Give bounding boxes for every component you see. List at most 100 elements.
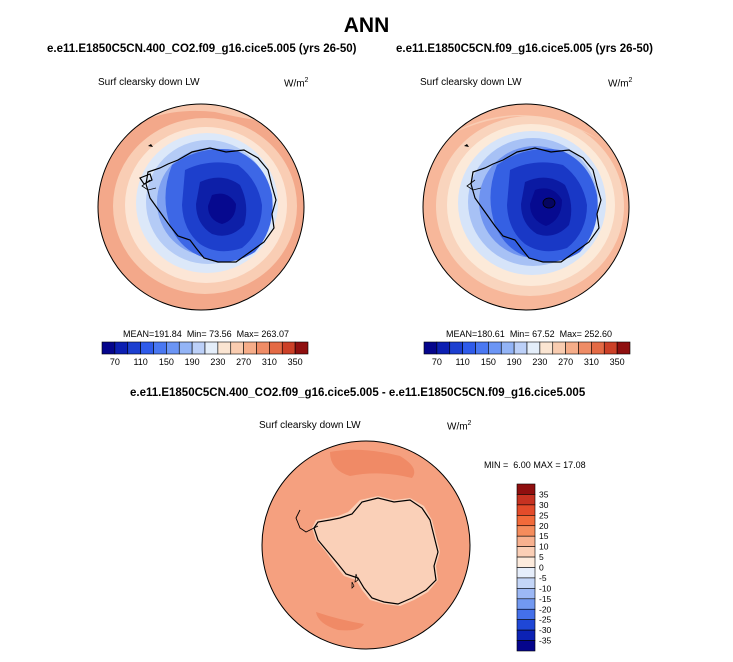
panel-3-colorbar-tick-label: 35 xyxy=(539,489,549,499)
panel-2-colorbar: 70 110 150 190 230 270 310 350 xyxy=(423,341,631,367)
panel-3-units: W/m2 xyxy=(447,420,472,433)
panel-2-map xyxy=(423,104,629,310)
panel-1-colorbar: 70 110 150 190 230 270 310 350 xyxy=(101,341,309,367)
panel-2-stats: MEAN=180.61 Min= 67.52 Max= 252.60 xyxy=(446,329,612,339)
panel-2-map-border xyxy=(422,103,630,311)
panel-1-colorbar-tick-label: 190 xyxy=(185,357,200,367)
panel-3-colorbar-swatch xyxy=(516,546,536,558)
panel-3-colorbar-tick-label: -15 xyxy=(539,594,552,604)
panel-3-field-patch xyxy=(330,449,415,478)
panel-1-map xyxy=(98,104,304,310)
panel-1-colorbar-tick-label: 70 xyxy=(110,357,120,367)
panel-1-colorbar-swatch xyxy=(114,341,129,355)
panel-2-colorbar-swatch xyxy=(591,341,605,355)
panel-1-colorbar-swatch xyxy=(243,341,257,355)
panel-1-colorbar-swatch xyxy=(256,341,270,355)
panel-2-colorbar-swatch xyxy=(423,341,438,355)
panel-3-variable: Surf clearsky down LW xyxy=(259,420,361,431)
panel-1-colorbar-swatch xyxy=(191,341,206,355)
panel-2-colorbar-swatch xyxy=(603,341,618,355)
panel-3-colorbar-swatch xyxy=(516,567,536,579)
panel-3-colorbar-swatch xyxy=(516,640,536,652)
panel-3-title: e.e11.E1850C5CN.400_CO2.f09_g16.cice5.00… xyxy=(130,387,586,399)
panel-2-colorbar-tick-label: 150 xyxy=(481,357,496,367)
panel-3-colorbar-tick-label: 25 xyxy=(539,510,549,520)
panel-1-field-band xyxy=(208,193,236,224)
panel-1-colorbar-swatch xyxy=(294,341,309,355)
panel-1-colorbar-swatch xyxy=(204,341,219,355)
panel-2-colorbar-tick-label: 270 xyxy=(558,357,573,367)
panel-3-colorbar-swatch xyxy=(516,535,536,547)
panel-3-colorbar-tick-label: -10 xyxy=(539,583,552,593)
panel-2-colorbar-swatch xyxy=(552,341,566,355)
panel-3-field-band xyxy=(312,496,440,606)
panel-3-colorbar-tick-label: -25 xyxy=(539,615,552,625)
panel-2-colorbar-tick-label: 350 xyxy=(610,357,625,367)
panel-2-colorbar-swatch xyxy=(475,341,489,355)
panel-2-colorbar-tick-label: 310 xyxy=(584,357,599,367)
page-title: ANN xyxy=(343,14,390,37)
panel-3-colorbar-tick-label: -30 xyxy=(539,625,552,635)
panel-1-colorbar-tick-label: 150 xyxy=(159,357,174,367)
panel-3-colorbar-tick-label: -35 xyxy=(539,636,552,646)
panel-1-variable: Surf clearsky down LW xyxy=(98,77,200,88)
panel-3-colorbar-tick-label: 30 xyxy=(539,500,549,510)
panel-2-colorbar-tick-label: 70 xyxy=(432,357,442,367)
panel-3-colorbar-tick-label: -20 xyxy=(539,604,552,614)
panel-3-stats: MIN = 6.00 MAX = 17.08 xyxy=(484,460,586,470)
panel-2-colorbar-tick-label: 230 xyxy=(532,357,547,367)
panel-3-colorbar-swatch xyxy=(516,608,536,620)
panel-2-colorbar-swatch xyxy=(578,341,592,355)
panel-3-colorbar-swatch xyxy=(516,629,536,641)
panel-2-colorbar-swatch xyxy=(449,341,463,355)
panel-3-colorbar-tick-label: 15 xyxy=(539,531,549,541)
panel-2-colorbar-swatch xyxy=(488,341,502,355)
panel-2-colorbar-swatch xyxy=(539,341,554,355)
panel-3-field-patch xyxy=(316,612,364,631)
panel-2-colorbar-swatch xyxy=(526,341,541,355)
panel-2-field-minimum xyxy=(542,197,556,209)
panel-1-colorbar-swatch xyxy=(281,341,296,355)
panel-1-colorbar-swatch xyxy=(230,341,244,355)
panel-1-colorbar-swatch xyxy=(101,341,116,355)
panel-3-colorbar-swatch xyxy=(516,598,536,610)
panel-1-peninsula-coastline xyxy=(141,179,157,191)
panel-1-colorbar-tick-label: 230 xyxy=(210,357,225,367)
panel-3-colorbar-swatch xyxy=(516,556,536,568)
panel-3-colorbar-tick-label: 0 xyxy=(539,563,544,573)
panel-2-island xyxy=(464,144,469,147)
panel-2-variable: Surf clearsky down LW xyxy=(420,77,522,88)
panel-1-colorbar-swatch xyxy=(269,341,283,355)
panel-3-colorbar-swatch xyxy=(516,619,536,631)
panel-2-colorbar-tick-label: 190 xyxy=(507,357,522,367)
panel-3-colorbar-swatch xyxy=(516,577,536,589)
panel-3-colorbar-swatch xyxy=(516,515,536,527)
panel-1-colorbar-swatch xyxy=(140,341,154,355)
panel-1-colorbar-swatch xyxy=(166,341,180,355)
panel-1-colorbar-tick-label: 310 xyxy=(262,357,277,367)
panel-1-colorbar-swatch xyxy=(153,341,167,355)
panel-1-units: W/m2 xyxy=(284,77,309,90)
panel-3-antarctica-coastline xyxy=(313,497,439,605)
panel-2-colorbar-swatch xyxy=(513,341,528,355)
panel-1-title: e.e11.E1850C5CN.400_CO2.f09_g16.cice5.00… xyxy=(47,43,357,55)
panel-3-colorbar-tick-label: 5 xyxy=(539,552,544,562)
panel-1-stats: MEAN=191.84 Min= 73.56 Max= 263.07 xyxy=(123,329,289,339)
panel-3-colorbar-swatch xyxy=(516,588,536,600)
panel-1-colorbar-swatch xyxy=(217,341,232,355)
panel-1-colorbar-tick-label: 110 xyxy=(133,357,147,367)
panel-1-field-band xyxy=(150,104,268,122)
panel-1-colorbar-tick-label: 270 xyxy=(236,357,251,367)
panel-1-island xyxy=(148,144,153,147)
panel-3-colorbar-swatch xyxy=(516,483,536,495)
panel-1-colorbar-swatch xyxy=(178,341,193,355)
panel-2-colorbar-swatch xyxy=(436,341,451,355)
panel-2-colorbar-swatch xyxy=(565,341,579,355)
panel-2-peninsula-coastline xyxy=(466,179,482,191)
panel-3-colorbar-tick-label: 20 xyxy=(539,521,549,531)
panel-2-colorbar-swatch xyxy=(462,341,476,355)
panel-2-title: e.e11.E1850C5CN.f09_g16.cice5.005 (yrs 2… xyxy=(396,43,654,55)
panel-3-colorbar-swatch xyxy=(516,504,536,516)
panel-2-units: W/m2 xyxy=(608,77,633,90)
